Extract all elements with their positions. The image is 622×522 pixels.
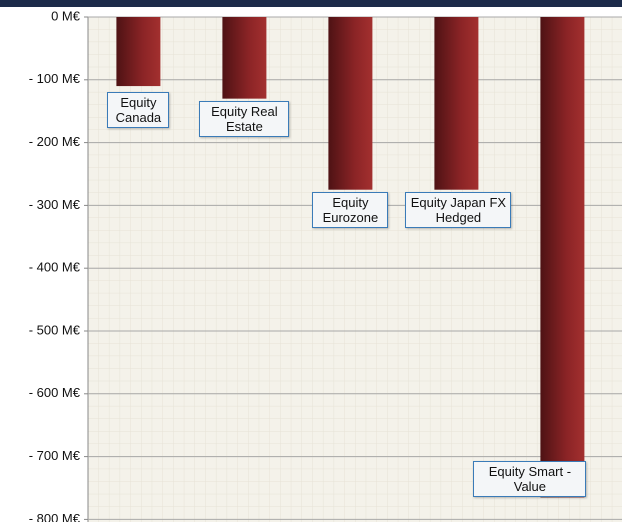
category-label: Equity Japan FX Hedged (405, 191, 512, 228)
category-label: Equity Real Estate (199, 100, 290, 137)
bar (434, 17, 479, 190)
bar (540, 17, 585, 498)
y-tick-label: - 600 M€ (29, 385, 81, 400)
top-band (0, 0, 622, 7)
y-tick-label: - 400 M€ (29, 260, 81, 275)
category-label: Equity Canada (107, 92, 170, 129)
bar (328, 17, 373, 190)
y-tick-label: 0 M€ (51, 8, 81, 23)
y-tick-label: - 500 M€ (29, 322, 81, 337)
bar (222, 17, 267, 99)
y-tick-label: - 200 M€ (29, 134, 81, 149)
y-tick-label: - 700 M€ (29, 448, 81, 463)
y-tick-label: - 300 M€ (29, 197, 81, 212)
bar (116, 17, 161, 87)
y-tick-label: - 100 M€ (29, 71, 81, 86)
category-label: Equity Eurozone (312, 191, 389, 228)
y-tick-label: - 800 M€ (29, 511, 81, 522)
category-label: Equity Smart - Value (473, 461, 587, 498)
